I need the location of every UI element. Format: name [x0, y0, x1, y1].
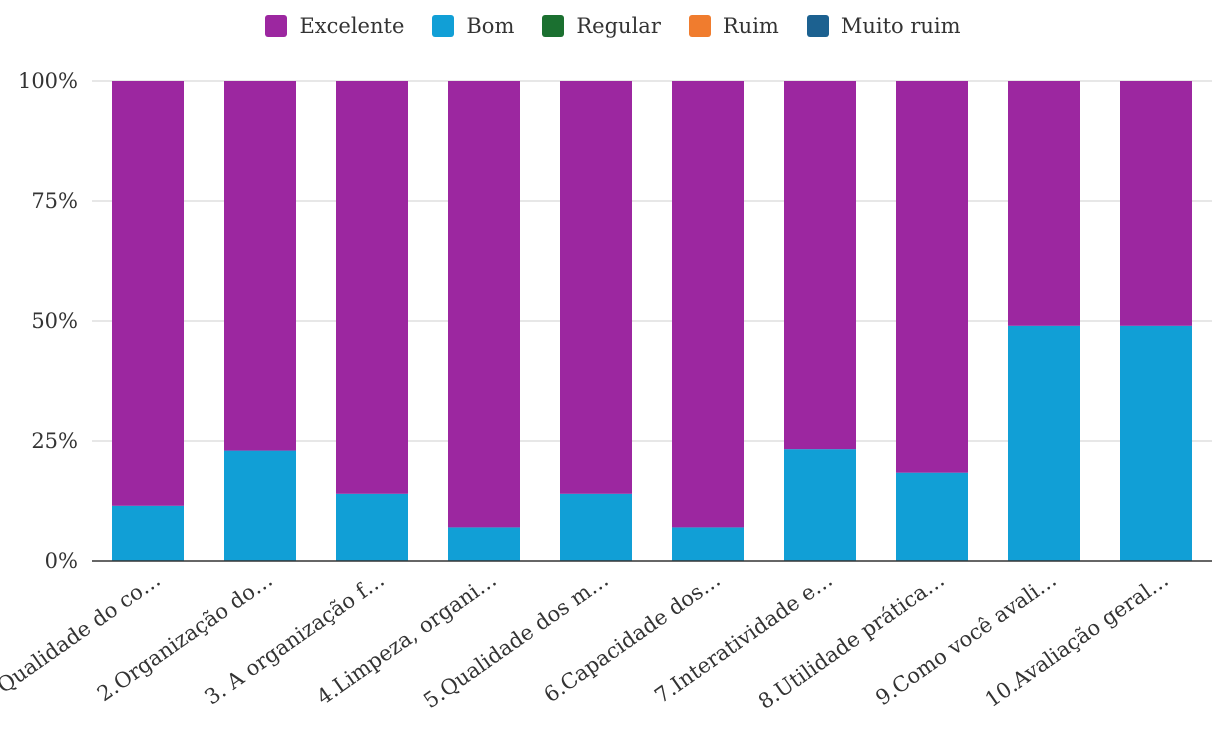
legend-item: Ruim: [688, 14, 779, 38]
bar-segment: [560, 81, 632, 494]
bar-segment: [784, 449, 856, 561]
legend-label: Regular: [576, 14, 661, 38]
legend-item: Bom: [432, 14, 514, 38]
legend-swatch: [432, 15, 455, 37]
bar-segment: [112, 505, 184, 561]
y-tick-label: 100%: [18, 69, 78, 93]
bar-segment: [784, 81, 856, 450]
bar-segment: [224, 81, 296, 451]
bar-segment: [672, 527, 744, 561]
x-tick-label: 6.Capacidade dos…: [540, 567, 725, 707]
bar-segment: [1120, 81, 1192, 326]
bar-segment: [896, 81, 968, 473]
y-tick-label: 75%: [31, 189, 78, 213]
legend-label: Bom: [466, 14, 515, 38]
bar-segment: [112, 81, 184, 506]
x-tick-label: 3. A organização f…: [200, 567, 389, 709]
x-tick-label: 9.Como você avali…: [871, 567, 1061, 710]
bar-segment: [560, 493, 632, 561]
legend-swatch: [806, 15, 829, 37]
legend-label: Ruim: [722, 14, 779, 38]
bar-segment: [224, 450, 296, 561]
bar-segment: [448, 81, 520, 528]
x-tick-label: 8.Utilidade prática…: [754, 567, 949, 714]
x-tick-label: 5.Qualidade dos m…: [419, 567, 613, 713]
y-tick-label: 25%: [31, 429, 78, 453]
legend-item: Muito ruim: [806, 14, 961, 38]
bar-segment: [672, 81, 744, 528]
x-tick-label: 4.Limpeza, organi…: [312, 567, 501, 709]
legend: Excelente Bom Regular Ruim Muito ruim: [0, 14, 1226, 38]
legend-swatch: [542, 15, 565, 37]
bar-segment: [896, 472, 968, 561]
x-tick-label: 1. Qualidade do co…: [0, 567, 165, 713]
y-tick-label: 50%: [31, 309, 78, 333]
legend-label: Excelente: [299, 14, 405, 38]
bar-segment: [1120, 325, 1192, 561]
legend-item: Excelente: [265, 14, 404, 38]
legend-swatch: [688, 15, 711, 37]
legend-label: Muito ruim: [840, 14, 961, 38]
y-tick-label: 0%: [45, 549, 78, 573]
legend-item: Regular: [542, 14, 661, 38]
bar-segment: [448, 527, 520, 561]
x-tick-label: 7.Interatividade e…: [650, 567, 837, 708]
bar-segment: [1008, 325, 1080, 561]
x-tick-label: 10.Avaliação geral…: [981, 567, 1173, 712]
legend-swatch: [265, 15, 288, 37]
bar-segment: [336, 493, 408, 561]
bar-segment: [336, 81, 408, 494]
bar-segment: [1008, 81, 1080, 326]
